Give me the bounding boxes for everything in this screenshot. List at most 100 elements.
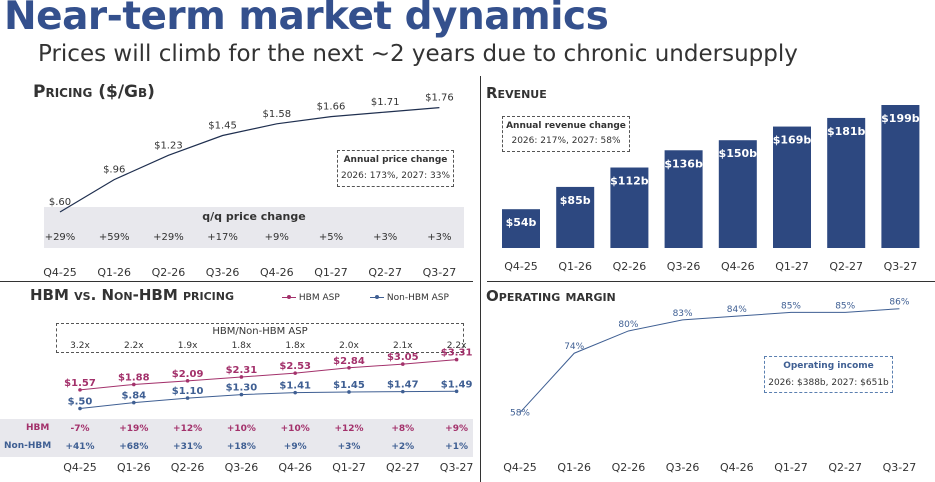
- hbm-x-tick-label: Q1-26: [117, 461, 151, 474]
- panel-divider-right: [487, 281, 935, 282]
- hbm-qq-change-label: +8%: [391, 424, 414, 434]
- hbm-qq-change-label: -7%: [70, 424, 89, 434]
- pricing-x-tick-label: Q3-27: [423, 266, 457, 279]
- hbm-qq-change-label: +19%: [119, 424, 148, 434]
- pricing-x-tick-label: Q1-27: [314, 266, 348, 279]
- margin-x-tick-label: Q1-27: [774, 461, 808, 474]
- legend-non-hbm-marker: [370, 295, 384, 299]
- revenue-x-tick-label: Q3-26: [667, 260, 701, 273]
- pricing-qq-change-label: +17%: [207, 232, 238, 243]
- hbm-ratio-value: 1.8x: [232, 341, 252, 351]
- non-hbm-asp-point: [185, 396, 190, 400]
- non-hbm-asp-data-label: $.84: [121, 391, 146, 402]
- revenue-x-tick-label: Q4-25: [504, 260, 538, 273]
- margin-x-tick-label: Q2-27: [828, 461, 862, 474]
- hbm-panel-title: HBM vs. Non-HBM pricing: [30, 286, 234, 304]
- non-hbm-asp-point: [132, 400, 136, 405]
- pricing-data-label: $1.71: [371, 97, 400, 108]
- hbm-qq-change-label: +10%: [227, 424, 256, 434]
- non-hbm-asp-data-label: $1.41: [279, 381, 311, 392]
- revenue-data-label: $169b: [773, 134, 812, 147]
- hbm-asp-data-label: $1.57: [64, 378, 96, 389]
- hbm-ratio-value: 2.2x: [447, 341, 467, 351]
- non-hbm-qq-change-label: +68%: [119, 442, 148, 452]
- non-hbm-asp-point: [78, 406, 82, 411]
- annual-revenue-change-values: 2026: 217%, 2027: 58%: [511, 136, 621, 146]
- pricing-x-tick-label: Q2-26: [152, 266, 186, 279]
- margin-panel-title: Operating margin: [486, 287, 616, 305]
- operating-income-box: Operating income 2026: $388b, 2027: $651…: [764, 356, 893, 393]
- hbm-asp-point: [132, 382, 136, 387]
- row-label-hbm: HBM: [26, 423, 50, 433]
- annual-revenue-change-title: Annual revenue change: [506, 121, 626, 131]
- hbm-asp-point: [401, 362, 405, 366]
- pricing-qq-change-label: +59%: [99, 232, 130, 243]
- hbm-x-tick-label: Q3-26: [225, 461, 259, 474]
- pricing-data-label: $1.76: [425, 93, 454, 104]
- non-hbm-qq-change-label: +1%: [445, 442, 468, 452]
- margin-x-tick-label: Q4-26: [720, 461, 754, 474]
- hbm-asp-data-label: $3.05: [387, 352, 419, 363]
- pricing-x-tick-label: Q2-27: [368, 266, 402, 279]
- non-hbm-asp-point: [239, 392, 244, 397]
- non-hbm-asp-point: [454, 389, 459, 394]
- non-hbm-asp-point: [347, 390, 351, 394]
- hbm-x-tick-label: Q2-26: [171, 461, 205, 474]
- revenue-x-tick-label: Q3-27: [884, 260, 918, 273]
- non-hbm-asp-point: [293, 390, 298, 395]
- non-hbm-asp-data-label: $.50: [68, 397, 93, 408]
- pricing-data-label: $1.45: [208, 121, 237, 132]
- pricing-qq-change-label: +9%: [265, 232, 289, 243]
- non-hbm-asp-line: [79, 390, 457, 410]
- revenue-panel-title: Revenue: [486, 84, 547, 102]
- pricing-x-tick-label: Q4-25: [43, 266, 77, 279]
- margin-x-tick-label: Q1-26: [557, 461, 591, 474]
- non-hbm-qq-change-label: +18%: [227, 442, 256, 452]
- non-hbm-qq-change-label: +2%: [391, 442, 414, 452]
- hbm-qq-change-label: +9%: [445, 424, 468, 434]
- revenue-data-label: $112b: [610, 175, 649, 188]
- legend-hbm-label: HBM ASP: [298, 293, 340, 303]
- hbm-asp-point: [239, 375, 244, 379]
- revenue-bar: [502, 209, 540, 248]
- legend-non-hbm-label: Non-HBM ASP: [386, 293, 449, 303]
- operating-margin-data-label: 84%: [727, 305, 747, 315]
- operating-margin-data-label: 74%: [564, 342, 584, 352]
- annual-revenue-change-box: Annual revenue change 2026: 217%, 2027: …: [502, 116, 630, 152]
- hbm-ratio-value: 2.2x: [124, 341, 144, 351]
- margin-x-tick-label: Q4-25: [503, 461, 537, 474]
- pricing-data-label: $1.58: [262, 109, 291, 120]
- revenue-bar: [610, 167, 649, 248]
- operating-margin-data-label: 85%: [781, 301, 801, 311]
- hbm-asp-point: [293, 371, 298, 375]
- pricing-data-label: $.96: [103, 165, 125, 176]
- revenue-x-tick-label: Q1-26: [558, 260, 592, 273]
- revenue-bar: [773, 126, 811, 248]
- non-hbm-asp-data-label: $1.45: [333, 380, 365, 391]
- hbm-asp-data-label: $2.84: [333, 356, 365, 367]
- revenue-data-label: $54b: [506, 216, 537, 229]
- non-hbm-asp-data-label: $1.10: [172, 386, 204, 397]
- revenue-x-tick-label: Q4-26: [721, 260, 755, 273]
- pricing-panel-title: Pricing ($/Gb): [33, 82, 155, 102]
- non-hbm-asp-data-label: $1.30: [226, 383, 258, 394]
- hbm-x-tick-label: Q4-26: [278, 461, 312, 474]
- pricing-x-tick-label: Q1-26: [97, 266, 131, 279]
- hbm-asp-point: [454, 357, 459, 362]
- revenue-x-tick-label: Q2-27: [829, 260, 863, 273]
- page-subtitle: Prices will climb for the next ~2 years …: [38, 41, 798, 67]
- non-hbm-qq-change-label: +31%: [173, 442, 202, 452]
- margin-x-tick-label: Q2-26: [612, 461, 646, 474]
- non-hbm-qq-change-label: +3%: [338, 442, 361, 452]
- pricing-qq-change-label: +5%: [319, 232, 343, 243]
- legend-hbm: HBM ASP: [282, 293, 340, 303]
- operating-margin-data-label: 83%: [673, 309, 693, 319]
- hbm-x-tick-label: Q1-27: [332, 461, 366, 474]
- hbm-qq-change-label: +12%: [334, 424, 363, 434]
- operating-margin-data-label: 80%: [618, 320, 638, 330]
- legend-non-hbm: Non-HBM ASP: [370, 293, 449, 303]
- non-hbm-qq-change-label: +9%: [284, 442, 307, 452]
- hbm-asp-data-label: $2.31: [226, 365, 258, 376]
- hbm-asp-data-label: $2.09: [172, 369, 204, 380]
